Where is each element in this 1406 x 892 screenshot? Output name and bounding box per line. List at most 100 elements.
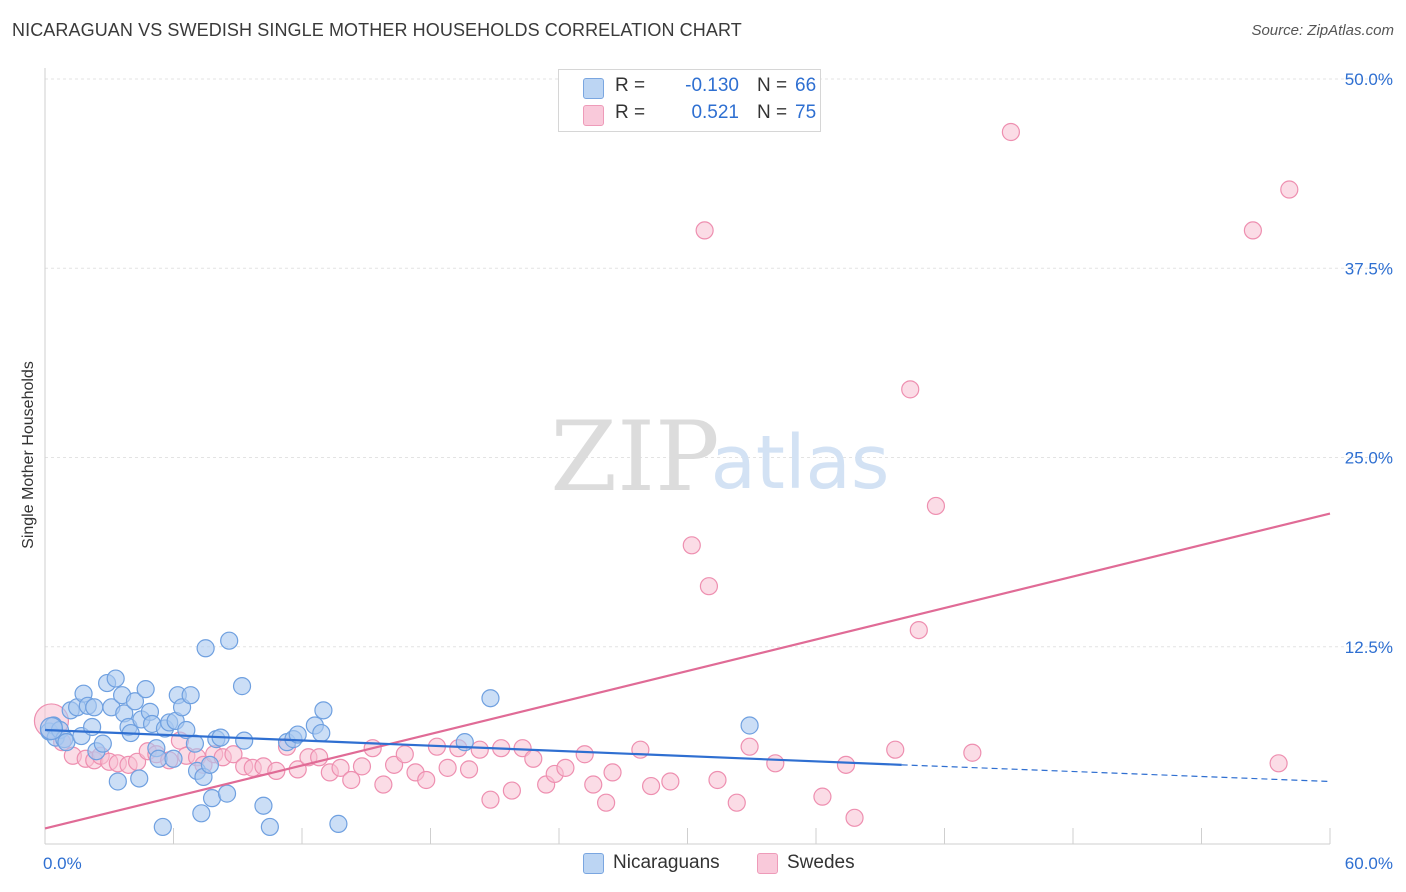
y-tick-label: 12.5% <box>1345 638 1393 657</box>
swedes-point <box>631 740 650 759</box>
swedes-point <box>331 758 350 777</box>
legend-r-value: 0.521 <box>691 102 739 123</box>
swedes-point <box>727 793 746 812</box>
swedes-point <box>502 781 521 800</box>
swedes-point <box>374 775 393 794</box>
swedes-point <box>459 760 479 779</box>
swedes-point <box>1243 221 1263 240</box>
x-tick-label: 0.0% <box>43 854 82 873</box>
nicaraguans-point <box>235 731 254 750</box>
source-credit: Source: ZipAtlas.com <box>1251 22 1394 39</box>
bottom-legend-swatch-pink <box>757 853 778 874</box>
nicaraguans-point <box>260 817 279 837</box>
nicaraguans-point <box>106 669 125 688</box>
bottom-legend-label: Nicaraguans <box>613 852 720 873</box>
watermark: ZIP atlas <box>550 401 889 513</box>
legend-swatch-pink <box>583 105 604 126</box>
nicaraguans-point <box>220 631 239 650</box>
swedes-point <box>813 787 832 806</box>
nicaraguans-trend-extension <box>901 764 1331 783</box>
legend-n-label: N = <box>757 75 788 96</box>
nicaraguans-point <box>202 789 222 808</box>
nicaraguans-point <box>108 772 127 791</box>
bottom-legend-swatch-blue <box>583 853 604 874</box>
swedes-point <box>699 577 719 596</box>
swedes-point <box>524 749 543 768</box>
legend-r-label: R = <box>615 102 646 123</box>
swedes-point <box>926 496 946 516</box>
swedes-point <box>470 740 489 759</box>
nicaraguans-point <box>192 804 211 823</box>
nicaraguans-point <box>153 817 172 837</box>
series-nicaraguans-points <box>39 631 759 837</box>
nicaraguans-point <box>312 723 331 743</box>
legend-swatch-blue <box>583 78 604 99</box>
swedes-point <box>901 380 920 399</box>
swedes-point <box>575 745 594 764</box>
chart-title: NICARAGUAN VS SWEDISH SINGLE MOTHER HOUS… <box>12 20 742 40</box>
nicaraguans-point <box>314 701 333 720</box>
legend-n-value: 75 <box>795 102 817 123</box>
swedes-point <box>845 808 864 827</box>
swedes-point <box>481 790 500 809</box>
swedes-point <box>395 745 414 764</box>
bottom-legend-label: Swedes <box>787 852 855 873</box>
nicaraguans-point <box>125 692 145 711</box>
swedes-point <box>438 758 457 777</box>
nicaraguans-point <box>481 689 500 708</box>
swedes-point <box>352 757 372 776</box>
swedes-point <box>766 754 785 773</box>
nicaraguans-point <box>164 749 183 768</box>
swedes-point <box>695 221 714 240</box>
legend-n-value: 66 <box>795 75 817 96</box>
y-axis-label: Single Mother Households <box>20 361 37 549</box>
swedes-point <box>661 772 680 791</box>
tick-labels: 12.5% 25.0% 37.5% 50.0% 0.0% 60.0% <box>43 70 1393 873</box>
y-tick-label: 25.0% <box>1345 449 1393 468</box>
swedes-point <box>1280 180 1299 199</box>
legend-r-label: R = <box>615 75 646 96</box>
nicaraguans-trend-line <box>44 728 902 766</box>
nicaraguans-point <box>329 814 348 833</box>
swedes-point <box>963 743 982 762</box>
swedes-point <box>682 536 701 555</box>
swedes-point <box>836 755 856 774</box>
nicaraguans-point <box>181 686 200 705</box>
trend-lines <box>44 512 1331 830</box>
legend-r-value: -0.130 <box>685 75 739 96</box>
nicaraguans-point <box>130 769 149 788</box>
nicaraguans-point <box>185 734 205 753</box>
swedes-point <box>1269 754 1288 773</box>
nicaraguans-point <box>177 720 196 740</box>
swedes-point <box>740 737 759 756</box>
swedes-point <box>909 620 928 640</box>
nicaraguans-point <box>85 698 104 717</box>
swedes-point <box>584 775 603 794</box>
x-tick-label: 60.0% <box>1345 854 1393 873</box>
nicaraguans-point <box>217 784 237 803</box>
nicaraguans-point <box>136 680 155 699</box>
nicaraguans-point <box>740 716 759 735</box>
swedes-point <box>556 758 575 777</box>
nicaraguans-point <box>232 677 252 696</box>
y-tick-label: 37.5% <box>1345 259 1393 278</box>
watermark-zip: ZIP <box>550 401 719 513</box>
nicaraguans-point <box>93 734 112 753</box>
swedes-point <box>603 763 622 782</box>
stats-legend: R = -0.130 N = 66 R = 0.521 N = 75 <box>558 69 821 132</box>
swedes-point <box>886 740 905 759</box>
nicaraguans-point <box>200 755 220 774</box>
swedes-point <box>708 770 727 790</box>
watermark-atlas: atlas <box>711 420 890 506</box>
nicaraguans-point <box>288 725 307 744</box>
nicaraguans-point <box>39 716 64 741</box>
swedes-point <box>1001 122 1020 142</box>
swedes-point <box>597 793 616 812</box>
legend-n-label: N = <box>757 102 788 123</box>
swedes-point <box>417 770 436 790</box>
swedes-point <box>224 745 243 764</box>
swedes-point <box>641 776 661 796</box>
nicaraguans-point <box>254 796 273 815</box>
swedes-point <box>342 770 361 790</box>
